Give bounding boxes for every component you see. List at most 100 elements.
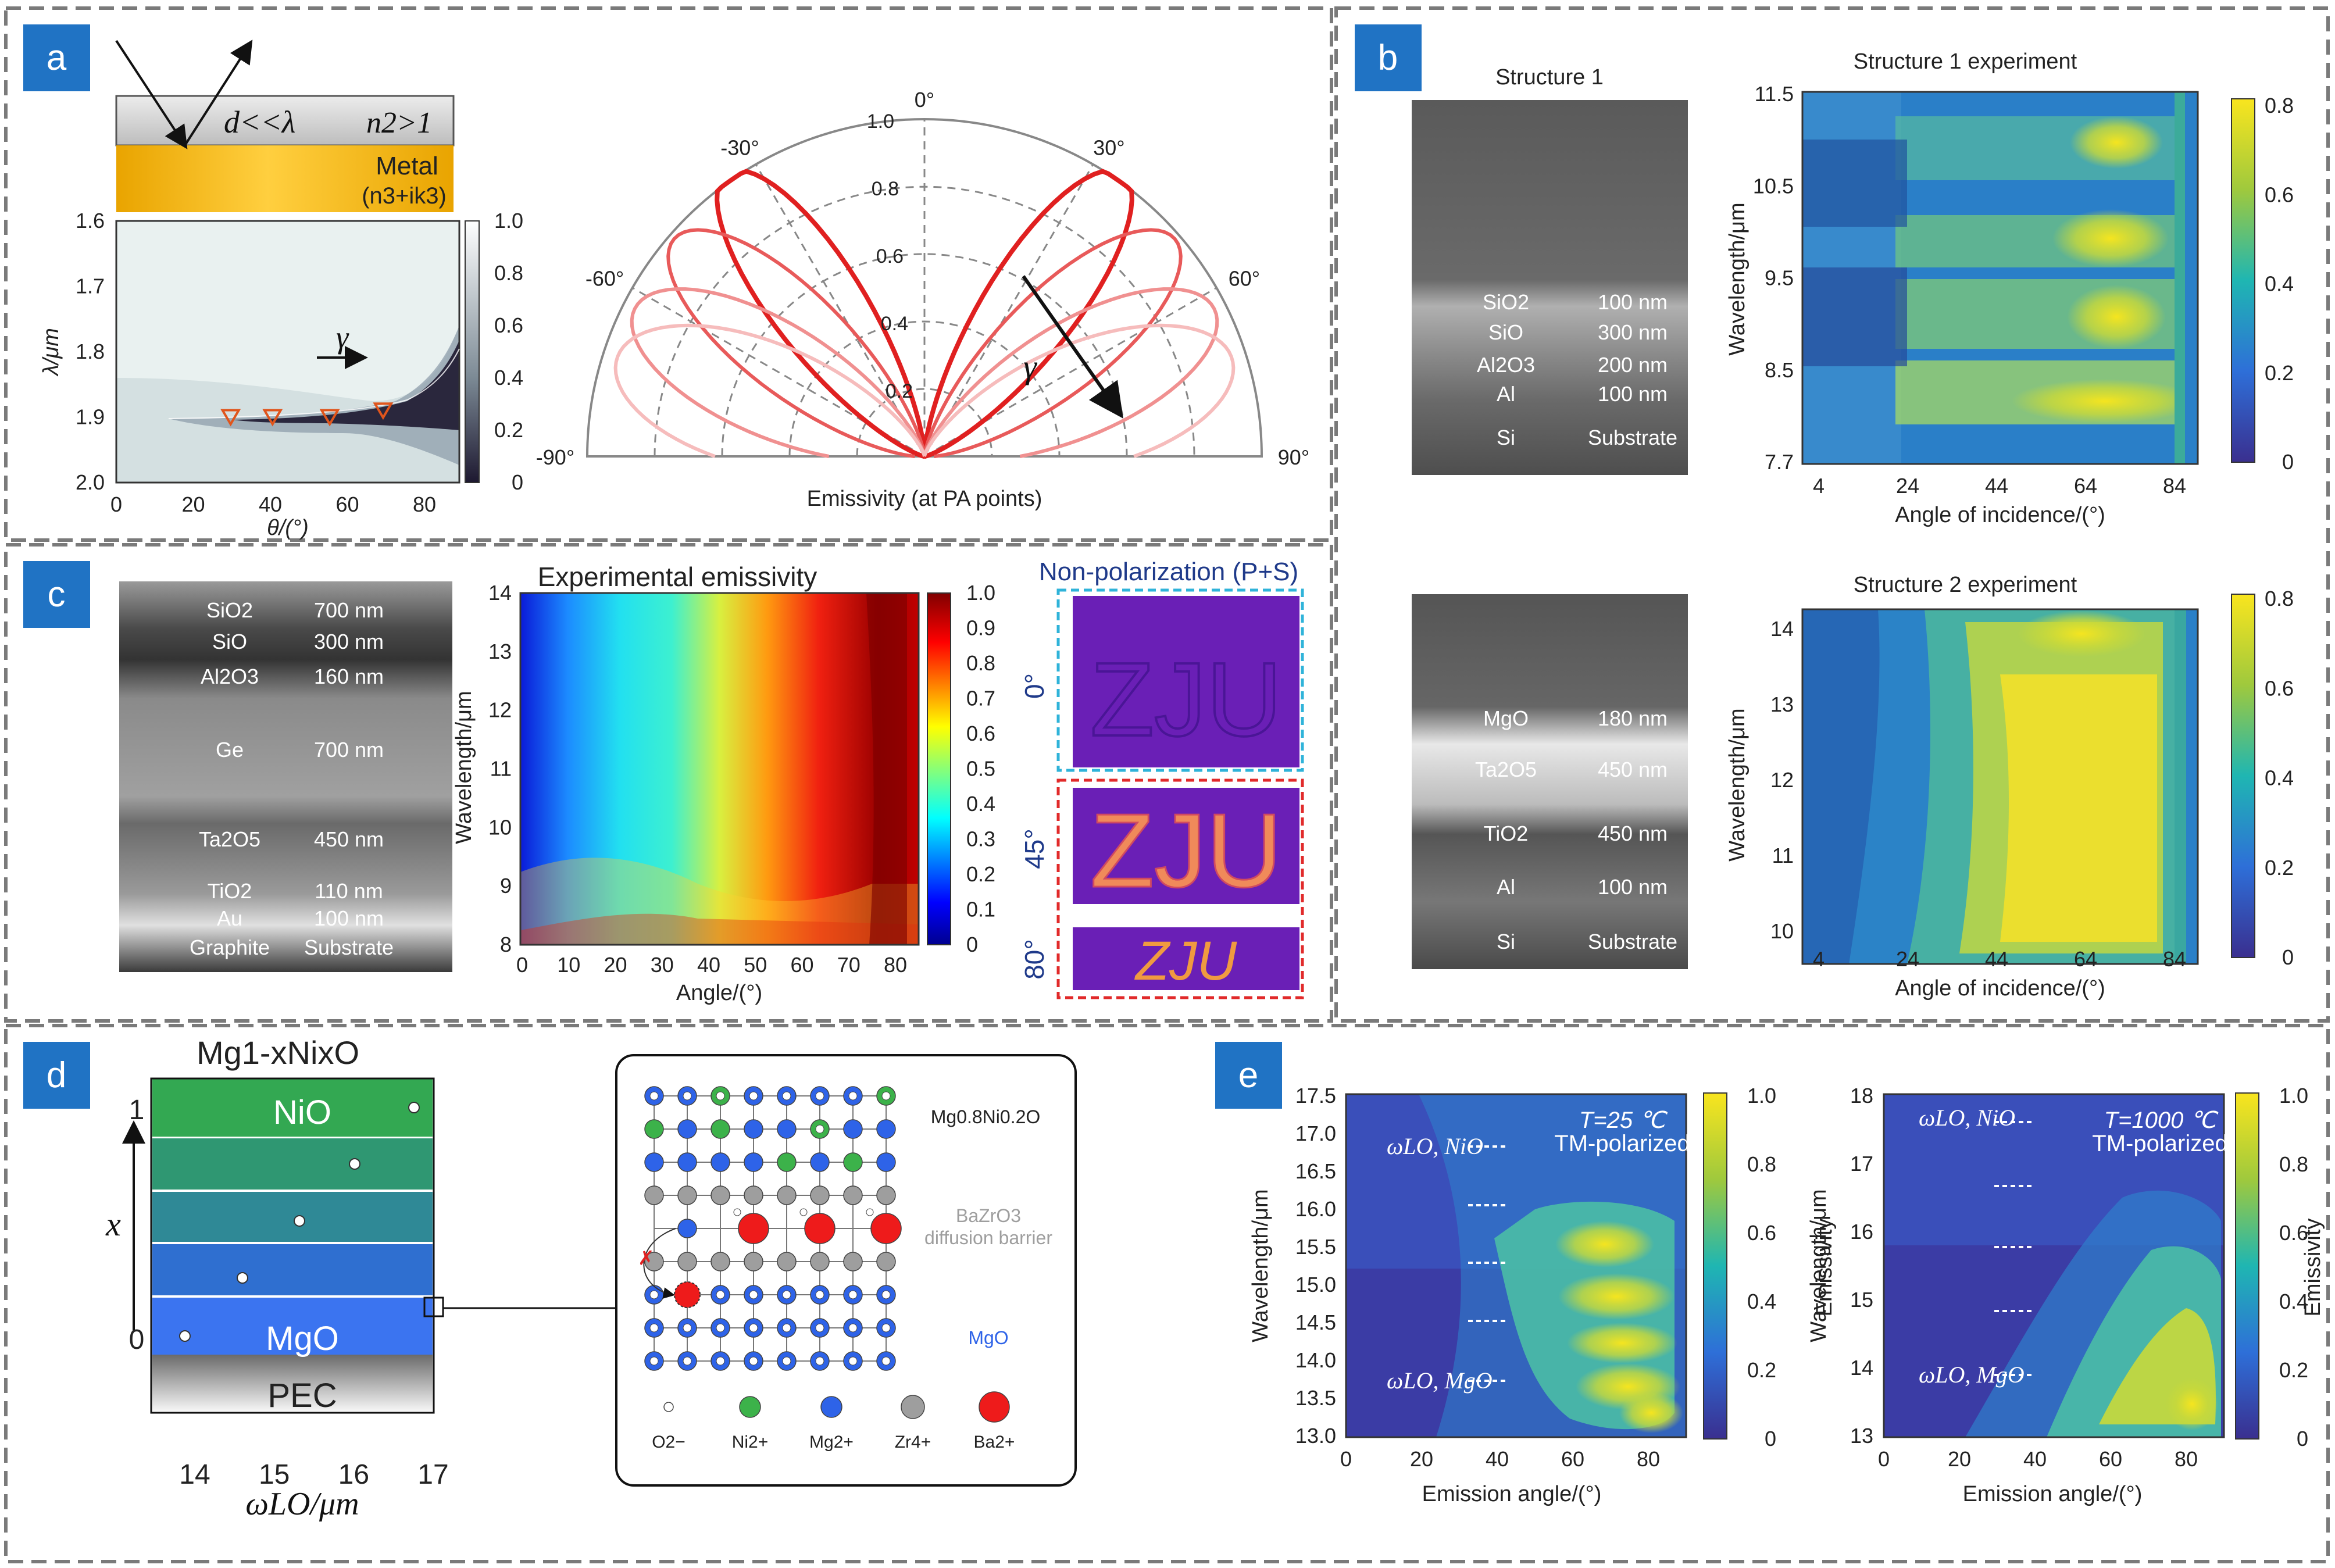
b2-cbtick: 0.8 <box>2265 587 2294 610</box>
heatmap-a-ylabel: λ/μm <box>39 328 63 377</box>
layer-name: Al <box>1497 382 1515 406</box>
c-xtick: 20 <box>604 953 627 977</box>
e-right-xtick: 80 <box>2175 1447 2198 1471</box>
layer-thickness: Substrate <box>304 935 394 959</box>
lattice-atom <box>738 1213 769 1244</box>
lattice-atom <box>744 1252 763 1271</box>
e-right-xtick: 60 <box>2099 1447 2122 1471</box>
polar-angle-label: -90° <box>536 445 574 469</box>
b1-xtick: 44 <box>1985 474 2008 498</box>
e-left-dashes <box>1468 1145 1509 1382</box>
gamma-label: γ <box>336 320 349 355</box>
e-left-ytick: 14.0 <box>1295 1348 1336 1372</box>
b2-y-ticks: 14 13 12 11 10 <box>1770 617 1794 943</box>
c-cbtick: 0.8 <box>966 651 995 675</box>
d-xtick: 16 <box>338 1459 369 1490</box>
lattice-atom <box>711 1119 730 1139</box>
lattice-atom <box>744 1152 763 1172</box>
e-left-ytick: 17.0 <box>1295 1121 1336 1145</box>
heatmap-a-colorbar <box>465 220 480 483</box>
c-xtick: 40 <box>697 953 720 977</box>
layer-name: Ta2O5 <box>1475 758 1537 781</box>
b2-xlabel: Angle of incidence/(°) <box>1895 976 2105 1001</box>
pa-point-markers <box>220 402 394 427</box>
b1-ytick: 7.7 <box>1765 450 1794 474</box>
panel-c-tag: c <box>48 574 66 615</box>
lattice-atom <box>677 1185 697 1205</box>
a-xtick: 40 <box>259 492 282 516</box>
polar-curve <box>923 228 1183 458</box>
layer-thickness: 450 nm <box>314 827 384 851</box>
b1-xtick: 4 <box>1813 474 1825 498</box>
e-right-x-ticks: 0 20 40 60 80 <box>1878 1447 2198 1471</box>
lattice-atom <box>711 1185 730 1205</box>
panel-e-tag: e <box>1238 1055 1258 1095</box>
layer-thickness: 100 nm <box>1598 290 1668 314</box>
thermal-80-angle: 80° <box>1019 939 1049 980</box>
layer-thickness: 300 nm <box>1598 320 1668 344</box>
b1-cbtick: 0.4 <box>2265 272 2294 296</box>
e-right-ytick: 15 <box>1850 1288 1873 1312</box>
panel-e: e ωLO, NiO ωLO, MgO T=25 ℃ TM-polari <box>1215 1042 2325 1506</box>
a-cbtick: 0.6 <box>494 313 523 337</box>
e-right-cbtick: 0.8 <box>2279 1152 2308 1176</box>
thermal-45-text: ZJU <box>1090 792 1282 909</box>
panel-b-tag: b <box>1378 38 1398 78</box>
e-right-cbtick: 0.2 <box>2279 1358 2308 1382</box>
structure-2-map-title: Structure 2 experiment <box>1854 573 2077 597</box>
thermal-0-image <box>1073 596 1299 767</box>
legend-label: O2− <box>652 1433 685 1452</box>
polar-gamma-arrow <box>1022 275 1123 419</box>
omega-points <box>179 1102 420 1342</box>
panel-b: b Structure 1 SiO2 100 nm SiO 300 nm Al2O3 20… <box>1355 24 2294 1001</box>
e-left-x-ticks: 0 20 40 60 80 <box>1340 1447 1660 1471</box>
heatmap-a-y-ticks: 1.6 1.7 1.8 1.9 2.0 <box>76 209 105 494</box>
e-right-temp: T=1000 ℃ <box>2104 1108 2219 1133</box>
b1-y-ticks: 11.5 10.5 9.5 8.5 7.7 <box>1753 82 1794 474</box>
polar-angle-label: 90° <box>1278 445 1309 469</box>
e-left-xtick: 40 <box>1486 1447 1509 1471</box>
thermal-80-image <box>1073 927 1299 990</box>
d-xtick: 15 <box>259 1459 290 1490</box>
polar-ring <box>721 253 1128 457</box>
polar-gamma-label: γ <box>1023 348 1038 385</box>
blocked-mark: ✗ <box>638 1248 655 1270</box>
incident-ray <box>115 40 188 149</box>
thermal-45-angle: 45° <box>1019 828 1049 869</box>
thin-film-condition: d<<λ <box>224 105 295 140</box>
metal-layer <box>116 145 454 212</box>
thermal-45-80-frame <box>1056 778 1304 999</box>
c-colorbar <box>927 592 951 945</box>
lattice-atom <box>677 1119 697 1139</box>
layer-name: Au <box>217 906 242 930</box>
lattice-atom <box>744 1119 763 1139</box>
thermal-45-image <box>1073 788 1299 904</box>
e-right-ytick: 14 <box>1850 1356 1873 1380</box>
layer-thickness: 100 nm <box>1598 875 1668 899</box>
thermal-title: Non-polarization (P+S) <box>1039 558 1298 586</box>
a-cbtick: 1.0 <box>494 209 523 233</box>
layer-thickness: 200 nm <box>1598 353 1668 377</box>
b1-colorbar-ticks: 0.8 0.6 0.4 0.2 0 <box>2265 94 2294 474</box>
lattice-legend: O2− Ni2+ Mg2+ Zr4+ Ba2+ <box>652 1391 1015 1452</box>
e-right-map: ωLO, NiO ωLO, MgO T=1000 ℃ TM-polarized … <box>1806 1084 2325 1506</box>
dispersion-curve <box>168 348 460 419</box>
band-2 <box>152 1138 433 1190</box>
b2-ytick: 13 <box>1770 692 1794 716</box>
band-mgo <box>152 1298 433 1355</box>
c-ytick: 12 <box>488 698 512 722</box>
e-left-marker-mgo: ωLO, MgO <box>1387 1367 1493 1394</box>
lattice-atom <box>843 1119 863 1139</box>
thermal-0-angle: 0° <box>1019 673 1049 699</box>
polar-ring <box>788 320 1061 457</box>
lattice-atom <box>810 1152 830 1172</box>
panel-c-map-title: Experimental emissivity <box>538 562 817 592</box>
e-left-cbtick: 0.4 <box>1747 1290 1776 1313</box>
b2-cbtick: 0 <box>2282 945 2294 969</box>
e-right-xlabel: Emission angle/(°) <box>1963 1482 2143 1506</box>
e-right-marker-nio: ωLO, NiO <box>1919 1105 2015 1131</box>
e-left-marker-nio: ωLO, NiO <box>1387 1133 1483 1159</box>
c-cbtick: 0 <box>966 933 978 956</box>
c-ytick: 10 <box>488 815 512 839</box>
lattice-label-mid2: diffusion barrier <box>924 1227 1052 1248</box>
